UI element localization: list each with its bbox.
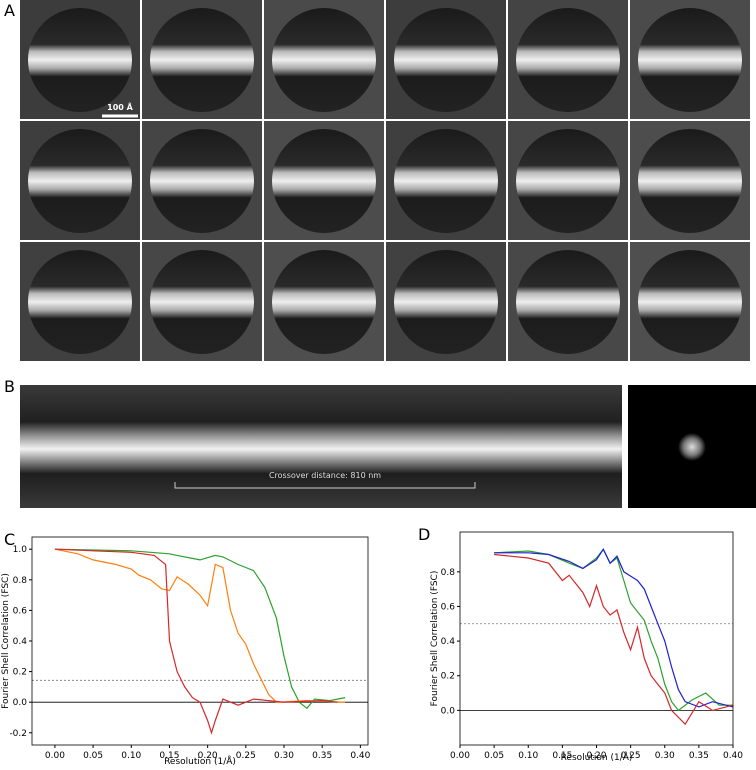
x-tick-label: 0.20 <box>198 751 218 761</box>
fsc-curve <box>54 548 346 703</box>
y-axis-label: Fourier Shell Correlation (FSC) <box>430 571 440 707</box>
x-axis-label: Resolution (1/Å) <box>164 755 236 767</box>
class-average <box>272 250 376 354</box>
x-tick-label: 0.40 <box>723 751 743 761</box>
y-tick-label: 0.0 <box>441 706 456 716</box>
y-tick-label: 0.0 <box>13 698 28 708</box>
y-tick-label: 0.2 <box>441 672 455 682</box>
fsc-curve <box>494 548 733 712</box>
charts: C 0.00 0.05 0.10 0.15 0.20 0.25 0.30 0.35 0.40 -0.… <box>1 525 743 767</box>
scale-bar-label: 100 Å <box>107 102 133 112</box>
class-average <box>394 250 498 354</box>
fsc-curve <box>494 553 734 726</box>
x-tick-label: 0.05 <box>484 751 504 761</box>
y-tick-label: 0.2 <box>13 668 27 678</box>
class-average <box>516 8 620 112</box>
y-tick-label: -0.2 <box>9 729 27 739</box>
y-tick-label: 1.0 <box>13 545 28 555</box>
x-tick-label: 0.40 <box>350 751 370 761</box>
x-tick-label: 0.35 <box>689 751 709 761</box>
cross-section <box>678 433 706 461</box>
x-tick-label: 0.15 <box>552 751 572 761</box>
class-average <box>272 8 376 112</box>
y-axis-label: Fourier Shell Correlation (FSC) <box>1 573 11 709</box>
class-average <box>638 129 742 233</box>
fsc-curve <box>494 548 734 708</box>
y-tick-label: 0.4 <box>441 637 456 647</box>
y-tick-label: 0.6 <box>441 602 456 612</box>
class-average <box>28 8 132 112</box>
y-tick-label: 0.4 <box>13 637 28 647</box>
panel-label: A <box>4 1 15 20</box>
x-tick-label: 0.10 <box>121 751 141 761</box>
x-tick-label: 0.35 <box>312 751 332 761</box>
panel-label: D <box>418 525 430 544</box>
y-tick-label: 0.8 <box>13 576 28 586</box>
x-tick-label: 0.30 <box>274 751 294 761</box>
x-tick-label: 0.25 <box>236 751 256 761</box>
x-tick-label: 0.30 <box>655 751 675 761</box>
fsc-curve <box>54 548 346 710</box>
x-tick-label: 0.00 <box>45 751 65 761</box>
class-average <box>28 250 132 354</box>
filament-image <box>20 385 622 508</box>
class-average <box>150 250 254 354</box>
y-tick-label: 0.8 <box>441 568 456 578</box>
y-tick-label: 0.6 <box>13 606 28 616</box>
class-average <box>638 250 742 354</box>
class-average <box>638 8 742 112</box>
class-average <box>150 8 254 112</box>
x-tick-label: 0.00 <box>450 751 470 761</box>
panel-label: B <box>4 377 15 396</box>
panel-label: C <box>4 530 15 549</box>
axes-frame <box>31 536 369 746</box>
x-axis-label: Resolution (1/Å) <box>561 751 633 763</box>
x-tick-label: 0.25 <box>621 751 641 761</box>
crossover-bracket <box>174 482 476 489</box>
class-average <box>150 129 254 233</box>
crossover-label: Crossover distance: 810 nm <box>269 471 381 480</box>
axes-frame <box>459 531 734 746</box>
x-tick-label: 0.15 <box>159 751 179 761</box>
class-average <box>394 129 498 233</box>
x-tick-label: 0.05 <box>83 751 103 761</box>
x-tick-label: 0.20 <box>586 751 606 761</box>
class-average <box>516 129 620 233</box>
x-tick-label: 0.10 <box>518 751 538 761</box>
class-average <box>516 250 620 354</box>
class-average <box>394 8 498 112</box>
class-average <box>28 129 132 233</box>
fsc-curve <box>54 548 338 735</box>
class-average <box>272 129 376 233</box>
class-averages <box>20 0 750 361</box>
